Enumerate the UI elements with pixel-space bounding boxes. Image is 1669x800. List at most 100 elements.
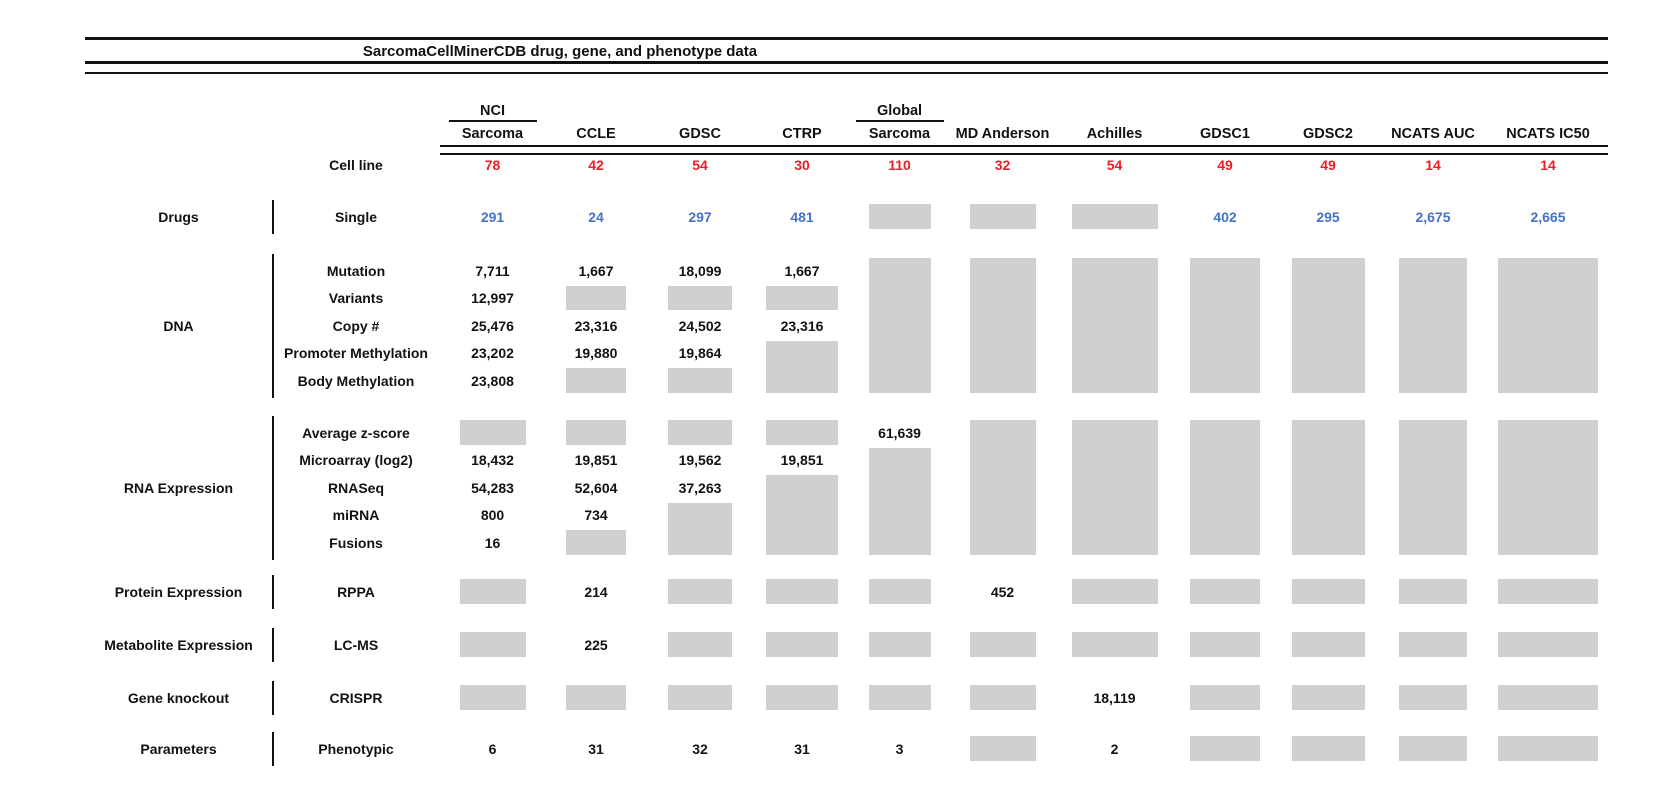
column-header-label: NCATS AUC — [1391, 126, 1475, 142]
column-header-label: MD Anderson — [955, 126, 1050, 142]
missing-data-box — [969, 420, 1036, 555]
row-label: Variants — [328, 290, 384, 307]
missing-data-box — [566, 685, 626, 710]
missing-data-box — [868, 447, 931, 555]
data-value: 12,997 — [471, 290, 514, 307]
column-header-label: Sarcoma — [868, 126, 931, 142]
missing-data-box — [1190, 685, 1260, 710]
data-value: 19,880 — [574, 345, 618, 362]
figure-title: SarcomaCellMinerCDB drug, gene, and phen… — [362, 43, 758, 60]
cell-line-count: 49 — [1217, 157, 1233, 173]
category-label: Parameters — [140, 741, 217, 757]
header-double-rule — [440, 145, 1608, 155]
data-value: 291 — [480, 209, 505, 225]
missing-data-box — [1399, 632, 1467, 657]
section-divider — [272, 681, 274, 715]
cell-line-count: 32 — [994, 157, 1011, 173]
cell-line-count: 14 — [1540, 157, 1556, 173]
missing-data-box — [1190, 632, 1260, 657]
missing-data-box — [766, 420, 838, 445]
missing-data-box — [1190, 258, 1260, 393]
data-value: 6 — [488, 741, 497, 757]
missing-data-box — [1071, 579, 1158, 604]
cell-line-count: 14 — [1425, 157, 1441, 173]
missing-data-box — [1498, 258, 1598, 393]
missing-data-box — [766, 475, 838, 555]
missing-data-box — [1498, 420, 1598, 555]
missing-data-box — [459, 685, 526, 710]
missing-data-box — [868, 632, 931, 657]
missing-data-box — [459, 632, 526, 657]
column-header-underline — [855, 120, 944, 122]
missing-data-box — [566, 368, 626, 393]
column-header-label: Achilles — [1086, 126, 1143, 142]
cell-line-count: 42 — [588, 157, 604, 173]
missing-data-box — [766, 340, 838, 393]
column-header-label: NCATS IC50 — [1506, 126, 1590, 142]
missing-data-box — [1399, 420, 1467, 555]
missing-data-box — [668, 420, 732, 445]
missing-data-box — [459, 579, 526, 604]
missing-data-box — [668, 368, 732, 393]
data-value: 734 — [584, 507, 608, 524]
missing-data-box — [1399, 685, 1467, 710]
data-value: 24,502 — [678, 317, 722, 334]
data-value: 18,119 — [1093, 690, 1136, 706]
cell-line-count: 49 — [1320, 157, 1336, 173]
column-header-label: GDSC — [679, 126, 721, 142]
data-value: 37,263 — [678, 479, 722, 496]
section-divider — [272, 254, 274, 398]
data-value: 3 — [895, 741, 904, 757]
section-divider — [272, 732, 274, 766]
cell-line-count: 78 — [484, 157, 501, 173]
missing-data-box — [969, 685, 1036, 710]
missing-data-box — [668, 579, 732, 604]
missing-data-box — [969, 632, 1036, 657]
cell-line-label: Cell line — [329, 157, 383, 173]
data-value: 23,202 — [471, 345, 514, 362]
missing-data-box — [1291, 736, 1365, 761]
missing-data-box — [1498, 736, 1598, 761]
data-value: 32 — [692, 741, 708, 757]
missing-data-box — [969, 258, 1036, 393]
data-value: 61,639 — [878, 424, 921, 441]
missing-data-box — [1399, 579, 1467, 604]
data-value: 25,476 — [471, 317, 514, 334]
data-value: 54,283 — [471, 479, 514, 496]
row-label: Single — [334, 209, 377, 225]
data-value: 402 — [1213, 209, 1237, 225]
missing-data-box — [1291, 579, 1365, 604]
row-label: RNASeq — [327, 479, 384, 496]
data-value: 19,851 — [574, 452, 618, 469]
data-value: 452 — [990, 584, 1015, 600]
row-label: Average z-score — [302, 424, 410, 441]
missing-data-box — [668, 285, 732, 310]
row-label: CRISPR — [329, 690, 383, 706]
row-label: miRNA — [332, 507, 380, 524]
data-value: 225 — [584, 637, 608, 653]
section-divider — [272, 575, 274, 609]
category-label: Metabolite Expression — [104, 637, 253, 653]
title-bottom-double-rule — [85, 61, 1608, 74]
row-label: Mutation — [326, 262, 386, 279]
missing-data-box — [868, 258, 931, 393]
missing-data-box — [766, 285, 838, 310]
missing-data-box — [1071, 632, 1158, 657]
data-value: 19,562 — [678, 452, 722, 469]
data-value: 481 — [790, 209, 814, 225]
row-label: Microarray (log2) — [299, 452, 413, 469]
data-value: 31 — [794, 741, 810, 757]
data-value: 18,432 — [471, 452, 514, 469]
data-value: 7,711 — [475, 262, 510, 279]
data-value: 297 — [688, 209, 712, 225]
data-value: 23,316 — [574, 317, 618, 334]
section-divider — [272, 628, 274, 662]
missing-data-box — [766, 632, 838, 657]
data-value: 19,851 — [780, 452, 824, 469]
row-label: Copy # — [332, 317, 380, 334]
cell-line-count: 30 — [794, 157, 810, 173]
row-label: RPPA — [337, 584, 375, 600]
missing-data-box — [566, 285, 626, 310]
missing-data-box — [1190, 736, 1260, 761]
